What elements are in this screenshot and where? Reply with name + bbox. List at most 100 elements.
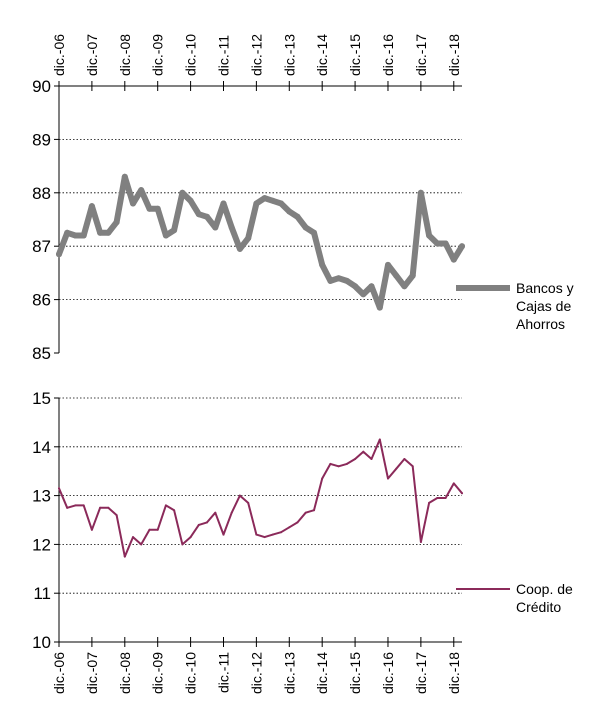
data-point xyxy=(426,232,433,239)
data-point xyxy=(146,205,153,212)
data-point xyxy=(64,229,71,236)
data-point xyxy=(434,240,441,247)
data-point xyxy=(261,195,268,202)
data-point xyxy=(105,229,112,236)
top-axes xyxy=(54,81,462,354)
data-point xyxy=(171,227,178,234)
data-point xyxy=(123,555,126,558)
data-point xyxy=(294,213,301,220)
data-point xyxy=(220,200,227,207)
data-point xyxy=(321,477,324,480)
y-tick-label: 87 xyxy=(32,237,51,256)
legend-coop: Coop. de Crédito xyxy=(456,581,573,615)
x-tick-label: dic.-15 xyxy=(347,652,363,694)
data-point xyxy=(362,450,365,453)
bottom-series xyxy=(58,438,463,558)
data-point xyxy=(411,465,414,468)
series-line xyxy=(58,438,463,558)
x-tick-label: dic.-09 xyxy=(150,34,166,76)
data-point xyxy=(354,458,357,460)
data-point xyxy=(288,526,291,529)
data-point xyxy=(206,521,208,524)
x-tick-label: dic.-08 xyxy=(117,652,133,694)
data-point xyxy=(148,528,151,531)
data-point xyxy=(409,272,416,279)
bottom-axes xyxy=(54,397,462,647)
data-point xyxy=(56,251,62,258)
data-point xyxy=(187,197,194,204)
x-tick-label: dic.-13 xyxy=(281,34,297,76)
data-point xyxy=(113,219,120,226)
data-point xyxy=(162,232,169,239)
data-point xyxy=(329,462,332,465)
data-point xyxy=(247,501,250,504)
data-point xyxy=(97,229,104,236)
data-point xyxy=(181,543,184,546)
legend-bancos: Bancos y Cajas de Ahorros xyxy=(456,280,574,332)
data-point xyxy=(337,465,340,468)
x-tick-label: dic.-11 xyxy=(215,652,231,693)
y-tick-label: 11 xyxy=(33,584,51,603)
data-point xyxy=(228,224,235,231)
data-point xyxy=(88,203,95,210)
top-x-tick-labels: dic.-06 dic.-07 dic.-08 dic.-09 dic.-10 dic.-… xyxy=(51,34,462,76)
legend-label-line: Bancos y xyxy=(516,280,574,296)
data-point xyxy=(304,511,307,514)
legend-label-line: Cajas de xyxy=(516,298,571,314)
data-point xyxy=(238,494,241,497)
x-tick-label: dic.-14 xyxy=(314,652,330,694)
y-tick-label: 89 xyxy=(32,130,51,149)
bottom-y-tick-labels: 10 11 12 13 14 15 xyxy=(32,389,51,652)
bottom-gridlines xyxy=(59,397,462,594)
x-tick-label: dic.-13 xyxy=(281,652,297,694)
data-point xyxy=(214,511,217,514)
legend-label-line: Ahorros xyxy=(516,316,565,332)
data-point xyxy=(286,208,293,215)
data-point xyxy=(263,536,266,539)
top-y-tick-labels: 85 86 87 88 89 90 xyxy=(32,77,51,363)
x-tick-label: dic.-08 xyxy=(117,34,133,76)
data-point xyxy=(459,243,465,250)
x-tick-label: dic.-16 xyxy=(380,34,396,76)
data-point xyxy=(428,501,431,504)
data-point xyxy=(138,187,145,194)
data-point xyxy=(130,200,136,207)
data-point xyxy=(132,536,134,539)
data-point xyxy=(115,514,118,517)
y-tick-label: 13 xyxy=(32,487,51,506)
x-tick-label: dic.-11 xyxy=(215,35,231,76)
y-tick-label: 90 xyxy=(32,77,51,96)
data-point xyxy=(72,232,79,239)
data-point xyxy=(385,261,391,268)
data-point xyxy=(154,205,161,212)
data-point xyxy=(401,283,408,290)
x-tick-label: dic.-17 xyxy=(413,652,429,694)
data-point xyxy=(179,189,186,196)
data-point xyxy=(99,506,102,509)
data-point xyxy=(230,511,233,514)
data-point xyxy=(444,497,447,499)
data-point xyxy=(302,224,309,231)
data-point xyxy=(245,235,252,242)
data-point xyxy=(222,533,225,536)
data-point xyxy=(156,528,159,531)
data-point xyxy=(271,533,274,536)
x-tick-label: dic.-12 xyxy=(248,34,264,76)
x-tick-label: dic.-07 xyxy=(84,652,100,694)
data-point xyxy=(255,533,258,536)
x-tick-label: dic.-15 xyxy=(347,34,363,76)
data-point xyxy=(269,197,276,204)
data-point xyxy=(378,438,381,441)
x-tick-label: dic.-17 xyxy=(413,34,429,76)
data-point xyxy=(319,261,326,268)
data-point xyxy=(442,240,449,247)
data-point xyxy=(313,509,315,512)
x-tick-label: dic.-14 xyxy=(314,34,330,76)
data-point xyxy=(253,200,260,207)
data-point xyxy=(343,277,350,284)
x-tick-label: dic.-07 xyxy=(84,34,100,76)
data-point xyxy=(280,531,283,534)
data-point xyxy=(461,492,463,495)
